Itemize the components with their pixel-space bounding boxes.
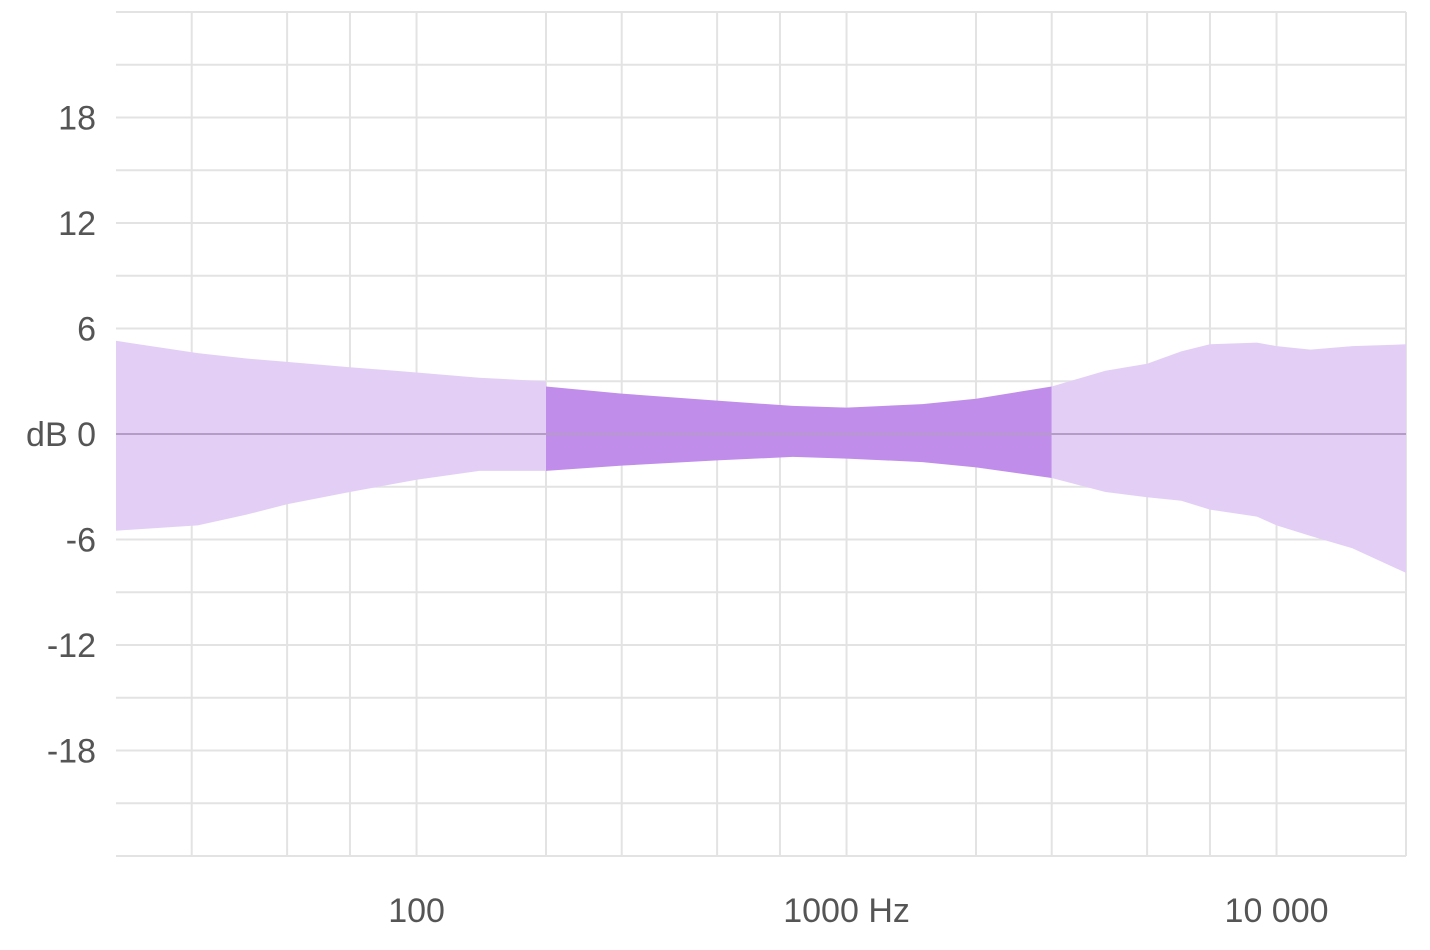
y-tick-label: -18 bbox=[47, 733, 96, 771]
y-tick-label: 6 bbox=[77, 311, 96, 349]
inner-band bbox=[546, 386, 1052, 478]
tolerance-bands bbox=[116, 340, 1406, 573]
y-tick-label: 12 bbox=[58, 205, 96, 243]
outer-band-high bbox=[1051, 342, 1406, 573]
x-tick-label: 1000 Hz bbox=[783, 892, 910, 930]
tick-labels: 18 12 6 dB 0 -6 -12 -18 100 1000 Hz 10 000 bbox=[26, 100, 1329, 931]
x-tick-label: 10 000 bbox=[1225, 892, 1329, 930]
outer-band-low bbox=[116, 340, 546, 531]
y-tick-label: dB 0 bbox=[26, 416, 96, 454]
x-tick-label: 100 bbox=[388, 892, 445, 930]
y-tick-label: -12 bbox=[47, 627, 96, 665]
y-tick-label: -6 bbox=[66, 522, 96, 560]
y-tick-label: 18 bbox=[58, 100, 96, 138]
